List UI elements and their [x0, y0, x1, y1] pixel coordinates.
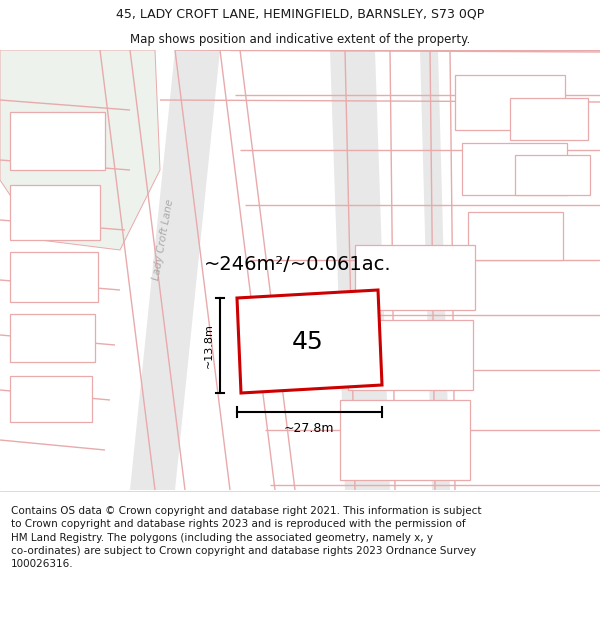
Text: Map shows position and indicative extent of the property.: Map shows position and indicative extent… [130, 32, 470, 46]
Polygon shape [330, 50, 390, 490]
Bar [10, 112, 105, 170]
Text: 45, LADY CROFT LANE, HEMINGFIELD, BARNSLEY, S73 0QP: 45, LADY CROFT LANE, HEMINGFIELD, BARNSL… [116, 8, 484, 21]
Text: Lady Croft Lane: Lady Croft Lane [151, 199, 175, 281]
Bar [10, 185, 100, 240]
Polygon shape [237, 290, 382, 393]
Text: Contains OS data © Crown copyright and database right 2021. This information is : Contains OS data © Crown copyright and d… [11, 506, 481, 569]
Bar [468, 212, 563, 260]
Polygon shape [420, 50, 450, 490]
Bar [10, 252, 98, 302]
Bar [10, 314, 95, 362]
Bar [340, 400, 470, 480]
Bar [462, 143, 567, 195]
Text: ~13.8m: ~13.8m [204, 324, 214, 368]
Bar [10, 376, 92, 422]
Bar [455, 75, 565, 130]
Polygon shape [0, 50, 160, 250]
Bar [348, 320, 473, 390]
Bar [355, 245, 475, 310]
Bar [515, 155, 590, 195]
Text: 45: 45 [292, 330, 324, 354]
Bar [510, 98, 588, 140]
Text: ~246m²/~0.061ac.: ~246m²/~0.061ac. [204, 256, 392, 274]
Polygon shape [130, 50, 220, 490]
Text: ~27.8m: ~27.8m [284, 421, 334, 434]
